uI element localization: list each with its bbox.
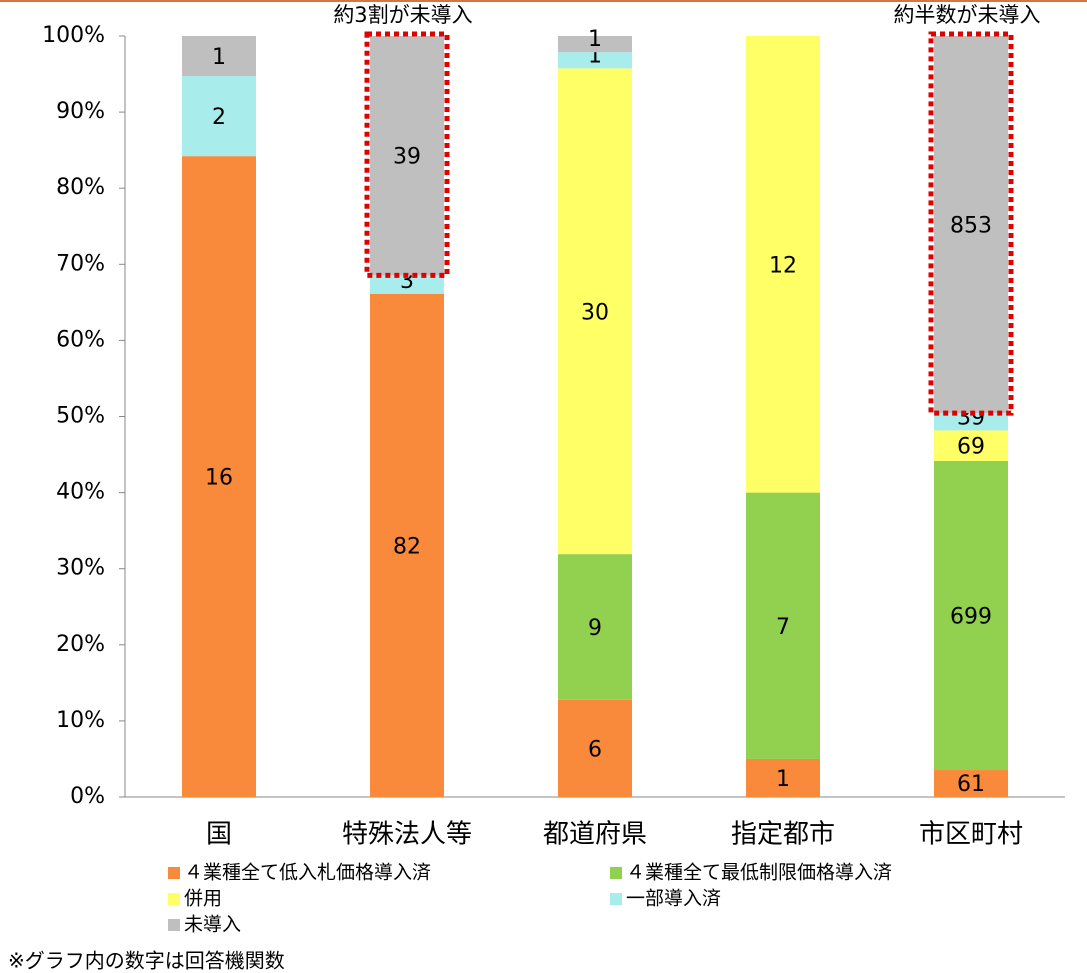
highlight-box <box>364 31 450 278</box>
bar-segment <box>934 36 1008 414</box>
legend-swatch <box>610 867 622 879</box>
bar-segment <box>746 492 820 759</box>
legend-swatch <box>168 893 180 905</box>
data-label: 1 <box>212 45 226 70</box>
data-label: 6 <box>588 737 602 762</box>
bar-segment <box>182 36 256 77</box>
data-label: 2 <box>212 105 226 130</box>
x-tick-label: 国 <box>206 820 232 850</box>
bar-segment <box>370 36 444 276</box>
data-label: 853 <box>950 214 992 239</box>
legend-swatch <box>168 867 180 879</box>
legend-label: 併用 <box>184 888 222 910</box>
y-tick-label: 50% <box>56 404 105 429</box>
bar-segment <box>934 430 1008 461</box>
bar-segment <box>558 699 632 797</box>
legend-swatch <box>168 919 180 931</box>
y-tick-label: 90% <box>56 99 105 124</box>
data-label: 699 <box>950 604 992 629</box>
bar-segment <box>558 52 632 69</box>
y-tick-label: 40% <box>56 480 105 505</box>
data-label: 39 <box>393 145 421 170</box>
legend-swatch <box>610 893 622 905</box>
y-tick-label: 70% <box>56 251 105 276</box>
bar-segment <box>746 36 820 493</box>
bar-segment <box>934 460 1008 771</box>
data-label: 61 <box>957 772 985 797</box>
data-label: 82 <box>393 534 421 559</box>
bar-segment <box>182 76 256 157</box>
y-tick-label: 80% <box>56 175 105 200</box>
y-tick-label: 0% <box>70 784 105 809</box>
legend-label: 未導入 <box>184 914 241 936</box>
x-tick-label: 指定都市 <box>731 820 835 850</box>
data-label: 16 <box>205 466 233 491</box>
data-label: 1 <box>588 27 602 52</box>
bar-segment <box>558 554 632 700</box>
bar-segment <box>558 36 632 53</box>
bar-segment <box>558 68 632 555</box>
bar-segment <box>370 275 444 294</box>
x-tick-label: 市区町村 <box>919 820 1023 850</box>
bar-segment <box>934 770 1008 797</box>
y-tick-label: 60% <box>56 327 105 352</box>
bar-segment <box>370 293 444 797</box>
legend-label: 一部導入済 <box>626 888 721 910</box>
bar-segment <box>182 156 256 797</box>
x-tick-label: 都道府県 <box>543 820 647 850</box>
data-label: 12 <box>769 253 797 278</box>
data-label: 7 <box>776 615 790 640</box>
bar-segment <box>746 758 820 797</box>
bar-segment <box>934 413 1008 431</box>
y-tick-label: 30% <box>56 556 105 581</box>
data-label: 30 <box>581 300 609 325</box>
legend-label: ４業種全て低入札価格導入済 <box>184 862 431 884</box>
data-label: 1 <box>776 767 790 792</box>
x-tick-label: 特殊法人等 <box>342 820 472 850</box>
data-label: 69 <box>957 435 985 460</box>
footnote: ※グラフ内の数字は回答機関数 <box>8 949 285 973</box>
y-tick-label: 20% <box>56 632 105 657</box>
legend-label: ４業種全て最低制限価格導入済 <box>626 862 892 884</box>
annotation: 約半数が未導入 <box>894 3 1041 27</box>
highlight-box <box>928 31 1014 416</box>
data-label: 9 <box>588 616 602 641</box>
annotation: 約3割が未導入 <box>333 3 472 27</box>
y-tick-label: 100% <box>42 23 105 48</box>
y-tick-label: 10% <box>56 708 105 733</box>
